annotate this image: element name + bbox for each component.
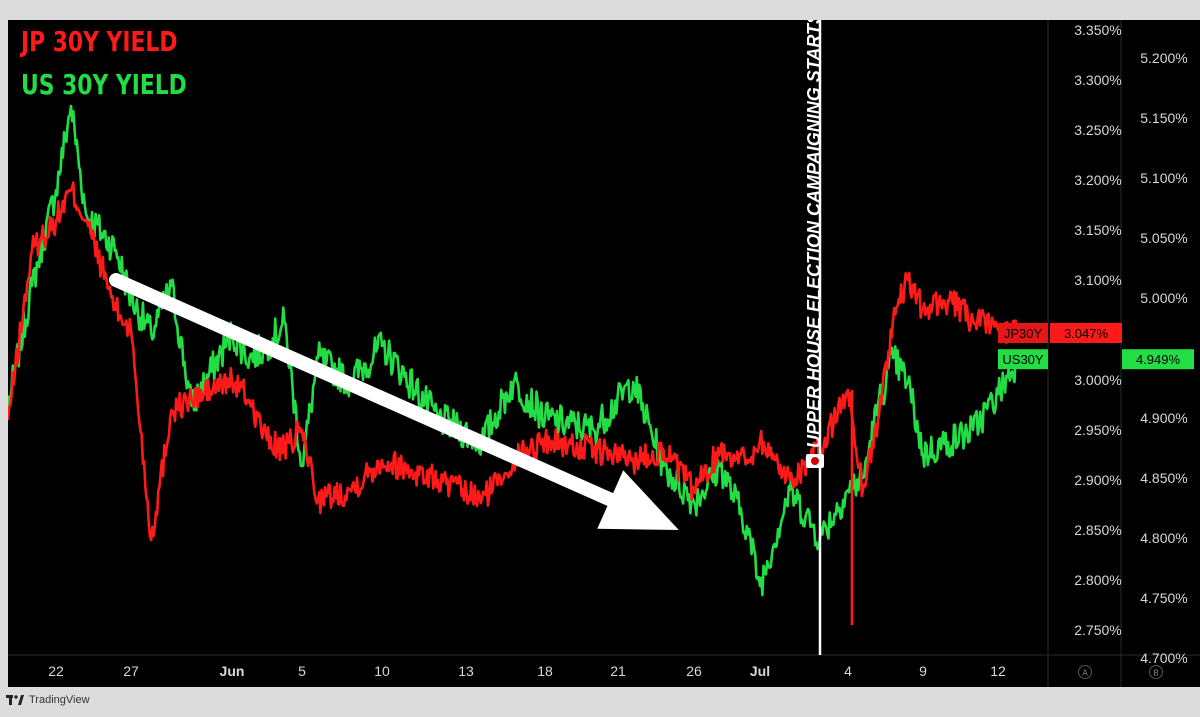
y-tick-left: 3.300%	[1074, 72, 1121, 88]
trend-arrow-shaft	[109, 273, 625, 510]
x-tick-label: 5	[298, 663, 306, 679]
x-tick-label: 22	[48, 663, 64, 679]
jp30y-name-tag	[998, 323, 1048, 343]
y-tick-right: 5.150%	[1140, 110, 1187, 126]
us30y-name-label: US30Y	[1002, 352, 1044, 367]
y-tick-left: 3.100%	[1074, 272, 1121, 288]
y-tick-left: 3.150%	[1074, 222, 1121, 238]
jp30y-value-label: 3.047%	[1064, 326, 1109, 341]
x-tick-label: 26	[686, 663, 702, 679]
y-tick-left: 2.950%	[1074, 422, 1121, 438]
y-tick-left: 2.850%	[1074, 522, 1121, 538]
x-tick-label: 18	[537, 663, 553, 679]
axis-b-badge[interactable]	[1149, 665, 1163, 679]
x-tick-label: 9	[919, 663, 927, 679]
y-tick-left: 3.200%	[1074, 172, 1121, 188]
annotation-label: UPPER HOUSE ELECTION CAMPAIGNING STARTS	[804, 20, 824, 448]
footer-bar: TradingView	[0, 687, 1200, 717]
axis-a-badge[interactable]	[1078, 665, 1092, 679]
y-tick-right: 5.100%	[1140, 170, 1187, 186]
y-tick-right: 4.700%	[1140, 650, 1187, 666]
x-tick-label: Jun	[220, 663, 245, 679]
chart-frame: UPPER HOUSE ELECTION CAMPAIGNING STARTS 3…	[8, 20, 1200, 687]
jp30y-value-tag	[1050, 323, 1122, 343]
tradingview-brand[interactable]: TradingView	[6, 694, 90, 706]
y-tick-right: 5.200%	[1140, 50, 1187, 66]
x-tick-label: 21	[610, 663, 626, 679]
y-tick-right: 4.900%	[1140, 410, 1187, 426]
axis-b-label: B	[1153, 669, 1158, 678]
brand-label: TradingView	[29, 694, 90, 706]
us30y-value-tag	[1122, 349, 1194, 370]
legend-us30y: US 30Y YIELD	[21, 68, 187, 101]
jp30y-name-label: JP30Y	[1004, 326, 1043, 341]
x-tick-label: 13	[458, 663, 474, 679]
us30y-value-label: 4.949%	[1136, 352, 1181, 367]
y-tick-right: 4.800%	[1140, 530, 1187, 546]
x-tick-label: 4	[844, 663, 852, 679]
chart-canvas[interactable]: UPPER HOUSE ELECTION CAMPAIGNING STARTS 3…	[8, 20, 1200, 687]
tradingview-logo-icon	[6, 695, 24, 705]
y-tick-left: 2.800%	[1074, 572, 1121, 588]
us30y-name-tag	[998, 349, 1048, 370]
trend-arrow-head	[597, 470, 679, 530]
x-tick-label: 10	[374, 663, 390, 679]
y-tick-left: 2.900%	[1074, 472, 1121, 488]
axis-a-label: A	[1082, 669, 1088, 678]
y-tick-right: 5.000%	[1140, 290, 1187, 306]
y-tick-right: 5.050%	[1140, 230, 1187, 246]
y-tick-right: 4.750%	[1140, 590, 1187, 606]
y-tick-left: 2.750%	[1074, 622, 1121, 638]
y-tick-left: 3.350%	[1074, 22, 1121, 38]
y-tick-left: 3.250%	[1074, 122, 1121, 138]
japan-flag-dot	[811, 457, 819, 465]
y-tick-right: 4.850%	[1140, 470, 1187, 486]
x-tick-label: Jul	[750, 663, 770, 679]
legend-jp30y: JP 30Y YIELD	[21, 25, 178, 58]
y-tick-left: 3.000%	[1074, 372, 1121, 388]
x-tick-label: 27	[123, 663, 139, 679]
x-tick-label: 12	[990, 663, 1006, 679]
